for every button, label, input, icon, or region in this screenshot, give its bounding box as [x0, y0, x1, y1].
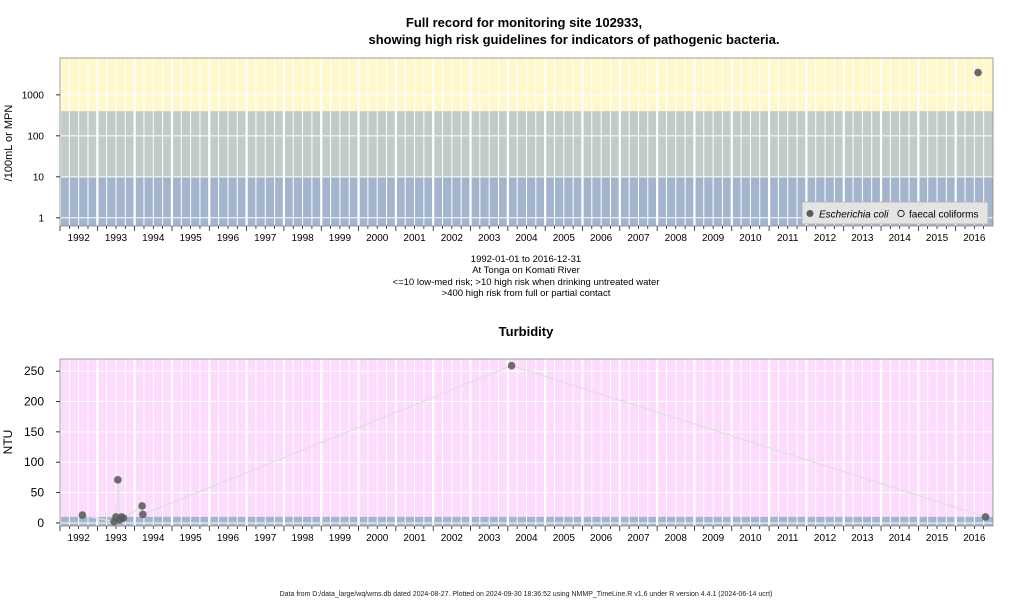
turbidity-x-tick-label: 1999 — [329, 533, 352, 544]
bacteria-legend: Escherichia coli faecal coliforms — [801, 201, 989, 225]
bacteria-x-tick-label: 2011 — [777, 233, 799, 244]
legend-faecal-label: faecal coliforms — [909, 210, 978, 221]
turbidity-x-tick-label: 2004 — [515, 533, 538, 544]
turbidity-x-tick-label: 2013 — [851, 533, 874, 544]
turbidity-data-point — [114, 476, 122, 484]
turbidity-x-tick-label: 1994 — [142, 533, 165, 544]
caption-contact-risk: >400 high risk from full or partial cont… — [442, 288, 611, 299]
bacteria-y-tick-label: 1000 — [22, 90, 45, 101]
ecoli-data-point — [974, 68, 982, 77]
turbidity-x-tick-label: 2008 — [665, 533, 688, 544]
bacteria-y-tick-label: 10 — [33, 172, 45, 183]
bacteria-x-tick-label: 2001 — [403, 233, 426, 244]
turbidity-x-tick-label: 1997 — [254, 533, 277, 544]
bacteria-x-tick-label: 2016 — [963, 233, 986, 244]
turbidity-x-tick-label: 1993 — [105, 533, 128, 544]
bacteria-y-tick-label: 1 — [38, 213, 44, 224]
turbidity-data-point — [139, 510, 147, 519]
bacteria-title-line2: showing high risk guidelines for indicat… — [369, 32, 780, 47]
bacteria-x-tick-label: 2006 — [590, 233, 613, 244]
turbidity-y-tick-label: 250 — [24, 364, 44, 378]
turbidity-x-tick-label: 2014 — [889, 533, 912, 544]
turbidity-x-tick-label: 2012 — [814, 533, 837, 544]
bacteria-x-tick-label: 2010 — [739, 233, 762, 244]
turbidity-y-axis-label: NTU — [1, 430, 15, 455]
turbidity-x-tick-label: 2009 — [702, 533, 725, 544]
bacteria-x-tick-label: 1997 — [254, 233, 277, 244]
turbidity-x-tick-label: 1992 — [68, 533, 91, 544]
bacteria-y-tick-label: 100 — [27, 131, 44, 142]
turbidity-data-point — [981, 513, 990, 521]
bacteria-x-tick-label: 2003 — [478, 233, 501, 244]
turbidity-y-tick-label: 0 — [37, 516, 44, 530]
turbidity-plot-panel: 0 50 100 150 200 250 1992 1993 1994 1995 1996 1997 1… — [24, 358, 994, 544]
bacteria-plot-panel: 1 10 100 1000 1992 1993 1994 1995 1996 1997 1998 19… — [22, 57, 994, 244]
bacteria-x-tick-label: 2004 — [515, 233, 538, 244]
turbidity-x-tick-label: 2003 — [478, 533, 501, 544]
turbidity-x-tick-label: 2005 — [553, 533, 576, 544]
turbidity-data-point — [138, 502, 146, 510]
turbidity-x-tick-label: 2006 — [590, 533, 613, 544]
bacteria-x-tick-label: 1994 — [142, 233, 165, 244]
legend-ecoli-marker — [806, 210, 814, 217]
bacteria-y-axis-label: /100mL or MPN — [3, 105, 15, 182]
turbidity-data-point — [507, 361, 516, 370]
bacteria-x-tick-label: 1993 — [105, 233, 128, 244]
bacteria-x-tick-label: 1992 — [68, 233, 91, 244]
turbidity-x-tick-label: 2011 — [777, 533, 799, 544]
bacteria-x-tick-label: 2015 — [926, 233, 949, 244]
bacteria-x-tick-label: 2007 — [627, 233, 650, 244]
caption-drinking-risk: <=10 low-med risk; >10 high risk when dr… — [393, 277, 660, 288]
bacteria-x-tick-label: 1996 — [217, 233, 240, 244]
turbidity-y-tick-label: 150 — [24, 425, 44, 439]
bacteria-x-tick-label: 1999 — [329, 233, 352, 244]
bacteria-x-tick-label: 1998 — [291, 233, 314, 244]
turbidity-x-tick-label: 2001 — [403, 533, 426, 544]
bacteria-x-tick-label: 2000 — [366, 233, 389, 244]
bacteria-x-tick-label: 2002 — [441, 233, 464, 244]
bacteria-title-line1: Full record for monitoring site 102933, — [406, 15, 642, 30]
bacteria-x-tick-label: 2005 — [553, 233, 576, 244]
turbidity-x-tick-label: 2015 — [926, 533, 949, 544]
bacteria-x-tick-label: 2014 — [889, 233, 912, 244]
turbidity-x-tick-label: 2007 — [627, 533, 650, 544]
bacteria-x-tick-label: 2008 — [665, 233, 688, 244]
turbidity-data-point — [119, 514, 128, 522]
turbidity-x-tick-label: 1998 — [291, 533, 314, 544]
caption-date-range: 1992-01-01 to 2016-12-31 — [471, 254, 581, 265]
legend-ecoli-label: Escherichia coli — [819, 210, 889, 221]
turbidity-y-tick-label: 50 — [31, 486, 45, 500]
bacteria-x-tick-label: 2009 — [702, 233, 725, 244]
turbidity-x-tick-label: 1996 — [217, 533, 240, 544]
bacteria-x-tick-label: 1995 — [179, 233, 202, 244]
turbidity-y-tick-label: 100 — [24, 455, 44, 469]
bacteria-x-tick-label: 2012 — [814, 233, 837, 244]
turbidity-data-point — [78, 511, 87, 519]
legend-faecal-marker — [897, 209, 905, 218]
footer-provenance: Data from D:/data_large/wq/wms.db dated … — [280, 591, 773, 598]
turbidity-x-tick-label: 2000 — [366, 533, 389, 544]
turbidity-title: Turbidity — [499, 324, 554, 339]
turbidity-x-tick-label: 1995 — [179, 533, 202, 544]
turbidity-x-tick-label: 2016 — [963, 533, 986, 544]
turbidity-x-tick-label: 2010 — [739, 533, 762, 544]
legend-box — [801, 201, 989, 225]
caption-site: At Tonga on Komati River — [472, 265, 580, 276]
turbidity-x-tick-label: 2002 — [441, 533, 464, 544]
turbidity-y-tick-label: 200 — [24, 395, 44, 409]
bacteria-x-tick-label: 2013 — [851, 233, 874, 244]
